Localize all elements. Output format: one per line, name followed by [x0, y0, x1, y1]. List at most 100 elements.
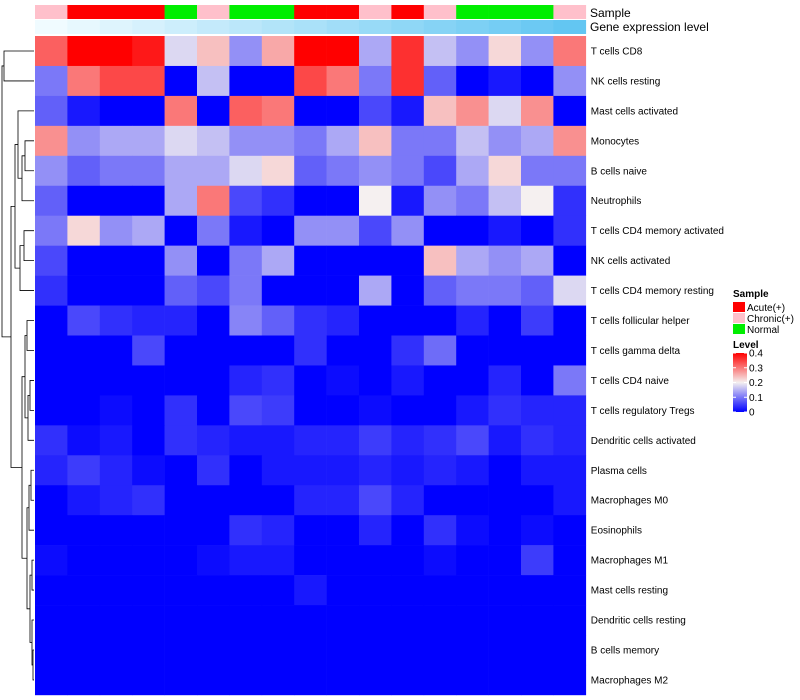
heatmap-cell-r2-c7	[229, 65, 263, 97]
heatmap-cell-r5-c9	[294, 155, 327, 187]
heatmap-cell-r16-c1	[35, 485, 68, 516]
heatmap-cell-r16-c17	[553, 485, 587, 516]
heatmap-cell-r12-c17	[553, 365, 587, 396]
heatmap-cell-r14-c16	[521, 425, 554, 456]
heatmap-cell-r19-c10	[326, 575, 360, 606]
heatmap-cell-r21-c17	[553, 635, 587, 666]
heatmap-cell-r17-c13	[423, 515, 457, 546]
heatmap-cell-r17-c15	[488, 515, 522, 546]
sample-cell-12	[391, 5, 425, 19]
heatmap-cell-r21-c2	[67, 635, 101, 666]
heatmap-cell-r12-c15	[488, 365, 522, 396]
sample-cell-10	[326, 5, 360, 19]
heatmap-cell-r15-c7	[229, 455, 263, 486]
legend-tick-label-2: 0.3	[749, 363, 763, 374]
row-label-4: Monocytes	[591, 136, 639, 147]
sample-cell-3	[99, 5, 133, 19]
row-dendrogram	[1, 50, 34, 681]
heatmap-cell-r3-c1	[35, 95, 68, 127]
heatmap-cell-r15-c13	[423, 455, 457, 486]
heatmap-cell-r22-c5	[164, 664, 198, 696]
dendrogram-branch	[19, 245, 34, 291]
heatmap-cell-r10-c11	[359, 305, 392, 336]
heatmap-cell-r18-c9	[294, 545, 327, 576]
heatmap-cell-r6-c11	[359, 185, 392, 216]
legend: Sample Acute(+)Chronic(+)Normal Level 0.…	[733, 289, 794, 419]
heatmap-cell-r12-c7	[229, 365, 263, 396]
heatmap-cell-r3-c14	[456, 95, 489, 127]
heatmap-cell-r10-c8	[261, 305, 295, 336]
dendrogram-branch	[1, 65, 11, 338]
heatmap-cell-r14-c14	[456, 425, 489, 456]
heatmap-cell-r12-c2	[67, 365, 101, 396]
heatmap-cell-r9-c9	[294, 275, 327, 306]
heatmap-cell-r12-c16	[521, 365, 554, 396]
heatmap-cell-r9-c15	[488, 275, 522, 306]
heatmap-cell-r4-c17	[553, 125, 587, 157]
heatmap-cell-r19-c6	[197, 575, 230, 606]
row-label-20: Dendritic cells resting	[591, 616, 686, 627]
heatmap-cell-r11-c12	[391, 335, 425, 366]
heatmap-cell-r2-c12	[391, 65, 425, 97]
heatmap-cell-r4-c12	[391, 125, 425, 157]
heatmap-cell-r1-c16	[521, 36, 554, 67]
heatmap-cell-r15-c6	[197, 455, 230, 486]
heatmap-cell-r12-c14	[456, 365, 489, 396]
heatmap-cell-r17-c10	[326, 515, 360, 546]
heatmap-cell-r8-c13	[423, 245, 457, 276]
heatmap-cell-r8-c14	[456, 245, 489, 276]
heatmap-cell-r8-c7	[229, 245, 263, 276]
heatmap-cell-r15-c3	[99, 455, 133, 486]
heatmap-cell-r13-c3	[99, 395, 133, 426]
heatmap-cell-r6-c7	[229, 185, 263, 216]
heatmap-cell-r6-c15	[488, 185, 522, 216]
heatmap-cell-r5-c13	[423, 155, 457, 187]
heatmap-cell-r22-c11	[359, 664, 392, 696]
heatmap-cell-r18-c13	[423, 545, 457, 576]
expression-cell-8	[261, 20, 295, 34]
heatmap-cell-r16-c11	[359, 485, 392, 516]
expression-annotation-label: Gene expression level	[590, 20, 709, 34]
heatmap-cell-r3-c6	[197, 95, 230, 127]
heatmap-cell-r22-c6	[197, 664, 230, 696]
heatmap-cell-r16-c2	[67, 485, 101, 516]
sample-cell-14	[456, 5, 489, 19]
heatmap-cell-r6-c4	[132, 185, 165, 216]
heatmap-cell-r22-c17	[553, 664, 587, 696]
heatmap-cell-r17-c2	[67, 515, 101, 546]
row-label-22: Macrophages M2	[591, 675, 669, 686]
sample-cell-7	[229, 5, 263, 19]
heatmap-cell-r5-c5	[164, 155, 198, 187]
heatmap-cell-r4-c9	[294, 125, 327, 157]
heatmap-cell-r22-c10	[326, 664, 360, 696]
heatmap-cell-r15-c15	[488, 455, 522, 486]
legend-label-1: Acute(+)	[747, 303, 785, 314]
heatmap-cell-r15-c8	[261, 455, 295, 486]
heatmap-cell-r22-c7	[229, 664, 263, 696]
heatmap-cell-r8-c12	[391, 245, 425, 276]
heatmap-cell-r7-c1	[35, 215, 68, 246]
heatmap-cell-r3-c2	[67, 95, 101, 127]
heatmap-cell-r10-c10	[326, 305, 360, 336]
expression-cell-7	[229, 20, 263, 34]
heatmap-cell-r22-c9	[294, 664, 327, 696]
heatmap-cell-r5-c6	[197, 155, 230, 187]
heatmap-cell-r15-c1	[35, 455, 68, 486]
heatmap-cell-r19-c11	[359, 575, 392, 606]
heatmap-cell-r5-c8	[261, 155, 295, 187]
heatmap-cell-r18-c15	[488, 545, 522, 576]
heatmap-cell-r21-c8	[261, 635, 295, 666]
heatmap-cell-r18-c3	[99, 545, 133, 576]
heatmap-cell-r1-c2	[67, 36, 101, 67]
heatmap-cell-r15-c4	[132, 455, 165, 486]
heatmap-cell-r21-c6	[197, 635, 230, 666]
heatmap-cell-r5-c2	[67, 155, 101, 187]
heatmap-cell-r17-c12	[391, 515, 425, 546]
row-label-14: Dendritic cells activated	[591, 436, 696, 447]
row-label-19: Mast cells resting	[591, 586, 668, 597]
heatmap-cell-r14-c15	[488, 425, 522, 456]
heatmap-cell-r13-c14	[456, 395, 489, 426]
sample-cell-17	[553, 5, 587, 19]
heatmap-cell-r4-c14	[456, 125, 489, 157]
row-label-21: B cells memory	[591, 645, 659, 656]
